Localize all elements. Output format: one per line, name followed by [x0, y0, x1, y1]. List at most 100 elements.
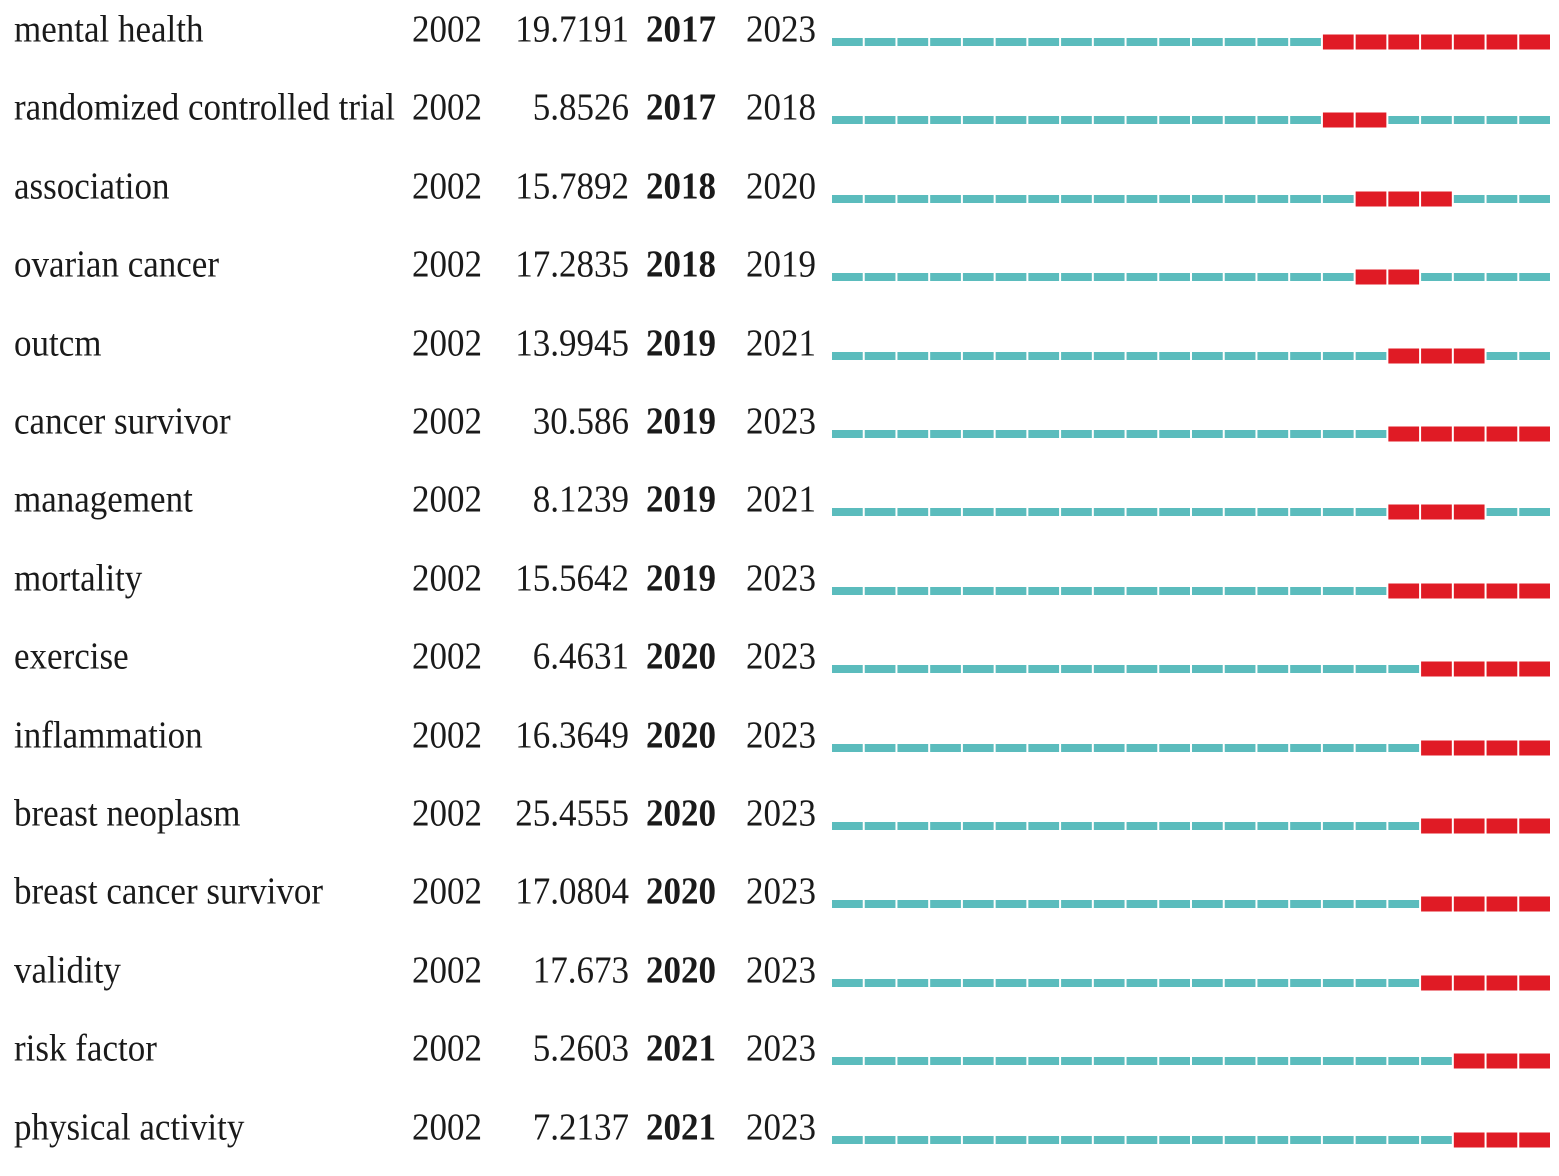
baseline-segment — [1355, 586, 1387, 595]
table-row: inflammation 2002 16.3649 2020 2023 — [0, 706, 1559, 784]
year-value: 2002 — [412, 1027, 482, 1070]
burst-begin-value: 2020 — [646, 948, 716, 991]
burst-end-value: 2023 — [746, 870, 816, 913]
baseline-segment — [864, 665, 896, 674]
year-value: 2002 — [412, 243, 482, 286]
baseline-segment — [897, 822, 929, 830]
burst-segment — [1519, 426, 1550, 442]
burst-timeline — [832, 426, 1550, 442]
baseline-segment — [1290, 116, 1321, 125]
burst-timeline — [832, 191, 1550, 207]
baseline-segment — [1257, 1057, 1289, 1066]
strength-value: 5.2603 — [532, 1027, 629, 1070]
baseline-segment — [1159, 116, 1190, 125]
strength-value: 25.4555 — [515, 791, 629, 834]
baseline-segment — [1322, 1057, 1354, 1066]
baseline-segment — [1126, 116, 1158, 125]
baseline-segment — [864, 38, 896, 46]
baseline-segment — [1290, 743, 1321, 752]
burst-segment — [1421, 426, 1452, 442]
baseline-segment — [962, 116, 994, 125]
baseline-segment — [1159, 430, 1190, 438]
baseline-segment — [995, 38, 1027, 46]
burst-segment — [1486, 1053, 1518, 1069]
burst-timeline — [832, 583, 1550, 599]
burst-segment — [1486, 818, 1518, 834]
baseline-segment — [1322, 978, 1354, 987]
baseline-segment — [864, 1135, 896, 1144]
baseline-segment — [1224, 586, 1256, 595]
table-row: validity 2002 17.673 2020 2023 — [0, 941, 1559, 1019]
baseline-segment — [1192, 38, 1223, 46]
baseline-segment — [1355, 1135, 1387, 1144]
burst-segment — [1421, 896, 1452, 912]
baseline-segment — [930, 978, 961, 987]
baseline-segment — [1061, 743, 1092, 752]
baseline-segment — [1093, 586, 1125, 595]
baseline-segment — [962, 38, 994, 46]
baseline-segment — [1355, 508, 1387, 517]
baseline-segment — [1355, 665, 1387, 674]
burst-begin-value: 2020 — [646, 713, 716, 756]
baseline-segment — [1486, 351, 1518, 360]
burst-timeline — [832, 112, 1550, 128]
baseline-segment — [1322, 351, 1354, 360]
baseline-segment — [1355, 743, 1387, 752]
baseline-segment — [1421, 1135, 1452, 1144]
baseline-segment — [930, 38, 961, 46]
burst-timeline — [832, 818, 1550, 834]
baseline-segment — [995, 351, 1027, 360]
year-value: 2002 — [412, 399, 482, 442]
burst-segment — [1519, 896, 1550, 912]
baseline-segment — [1224, 1135, 1256, 1144]
burst-timeline — [832, 1132, 1550, 1148]
burst-segment — [1453, 661, 1485, 677]
year-value: 2002 — [412, 870, 482, 913]
baseline-segment — [1028, 38, 1060, 46]
burst-segment — [1388, 34, 1420, 50]
baseline-segment — [1224, 351, 1256, 360]
table-row: mortality 2002 15.5642 2019 2023 — [0, 549, 1559, 627]
baseline-segment — [962, 822, 994, 830]
table-row: randomized controlled trial 2002 5.8526 201… — [0, 78, 1559, 156]
burst-end-value: 2019 — [746, 243, 816, 286]
baseline-segment — [1257, 743, 1289, 752]
baseline-segment — [1093, 1135, 1125, 1144]
burst-timeline — [832, 34, 1550, 50]
burst-segment — [1453, 818, 1485, 834]
strength-value: 17.0804 — [515, 870, 629, 913]
baseline-segment — [1093, 1057, 1125, 1066]
baseline-segment — [1192, 978, 1223, 987]
baseline-segment — [1290, 822, 1321, 830]
baseline-segment — [1126, 508, 1158, 517]
baseline-segment — [1159, 273, 1190, 282]
burst-segment — [1519, 583, 1550, 599]
baseline-segment — [864, 900, 896, 909]
strength-value: 17.673 — [532, 948, 629, 991]
burst-timeline — [832, 504, 1550, 520]
baseline-segment — [1061, 978, 1092, 987]
table-row: risk factor 2002 5.2603 2021 2023 — [0, 1019, 1559, 1097]
baseline-segment — [1061, 665, 1092, 674]
baseline-segment — [1224, 430, 1256, 438]
burst-segment — [1486, 975, 1518, 991]
table-row: breast cancer survivor 2002 17.0804 2020 202… — [0, 862, 1559, 940]
baseline-segment — [897, 351, 929, 360]
baseline-segment — [1061, 38, 1092, 46]
baseline-segment — [832, 194, 863, 203]
baseline-segment — [1159, 351, 1190, 360]
baseline-segment — [1061, 273, 1092, 282]
burst-segment — [1453, 1132, 1485, 1148]
baseline-segment — [995, 116, 1027, 125]
burst-timeline — [832, 896, 1550, 912]
baseline-segment — [1028, 665, 1060, 674]
keyword-label: mental health — [14, 7, 204, 50]
burst-begin-value: 2017 — [646, 86, 716, 129]
baseline-segment — [962, 978, 994, 987]
baseline-segment — [1322, 900, 1354, 909]
strength-value: 13.9945 — [515, 321, 629, 364]
baseline-segment — [1257, 822, 1289, 830]
baseline-segment — [1257, 430, 1289, 438]
baseline-segment — [897, 743, 929, 752]
burst-segment — [1421, 661, 1452, 677]
